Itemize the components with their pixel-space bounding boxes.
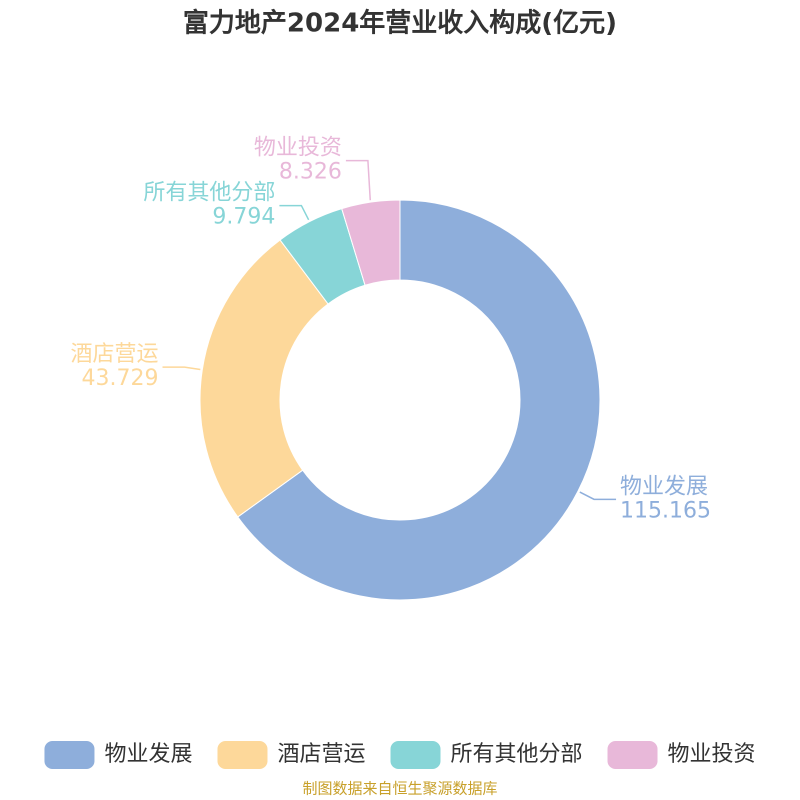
- slice-label: 所有其他分部: [143, 181, 275, 206]
- donut-slice: [341, 199, 401, 286]
- source-note: 制图数据来自恒生聚源数据库: [302, 780, 497, 798]
- slice-label: 酒店营运: [70, 342, 158, 367]
- donut-slice: [199, 239, 329, 518]
- slice-label: 物业发展: [620, 474, 708, 499]
- leader-line: [162, 366, 201, 371]
- slice-value: 43.729: [82, 366, 159, 391]
- leader-line: [579, 491, 617, 501]
- legend-swatch: [390, 741, 441, 769]
- legend-label: 所有其他分部: [451, 742, 583, 767]
- legend-swatch: [44, 741, 95, 769]
- legend-swatch: [607, 741, 658, 769]
- leader-line: [345, 159, 372, 201]
- slice-value: 9.794: [212, 205, 275, 230]
- slice-label: 物业投资: [254, 136, 342, 161]
- legend-label: 物业投资: [668, 742, 756, 767]
- slice-value: 8.326: [279, 160, 342, 185]
- donut-slice: [237, 199, 601, 601]
- slice-value: 115.165: [620, 498, 711, 523]
- legend-swatch: [217, 741, 268, 769]
- legend-label: 酒店营运: [277, 742, 365, 767]
- chart-title: 富力地产2024年营业收入构成(亿元): [183, 8, 617, 39]
- legend-label: 物业发展: [104, 742, 192, 767]
- leader-line: [279, 204, 310, 221]
